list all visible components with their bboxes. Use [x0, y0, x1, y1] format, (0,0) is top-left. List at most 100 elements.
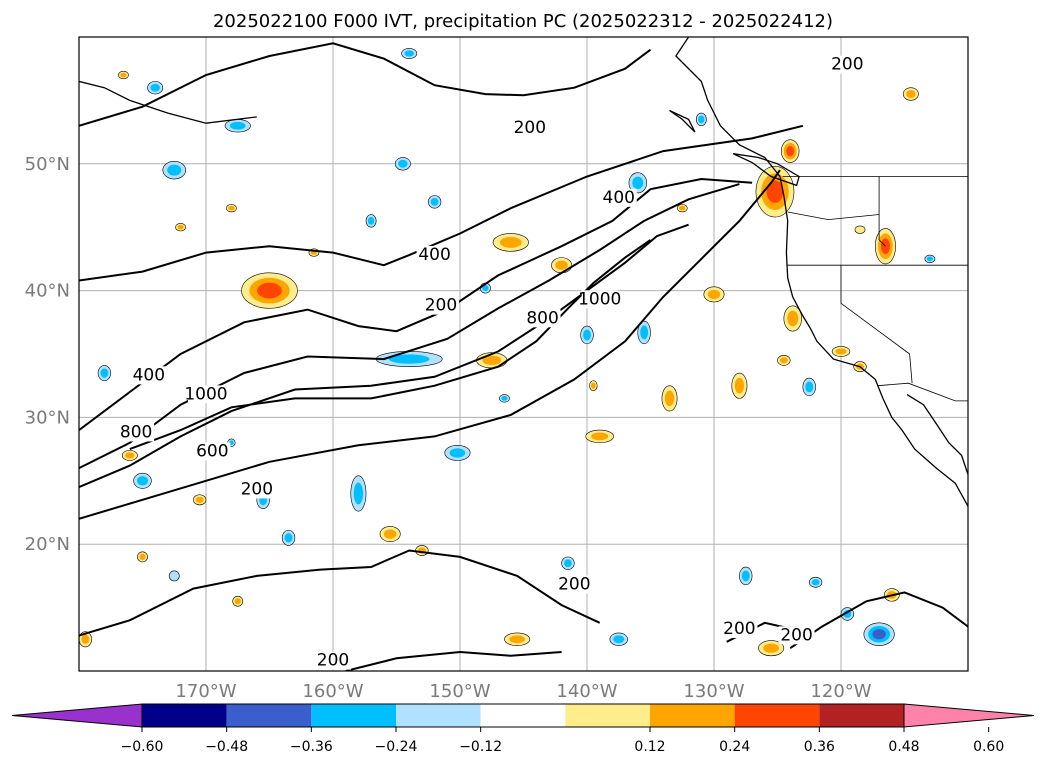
lon-tick-label: 140°W [556, 681, 617, 702]
pc-shading-layer [79, 48, 936, 657]
pc-anomaly-blob [561, 556, 575, 570]
colorbar-swatch [650, 704, 735, 727]
pc-level [698, 115, 705, 124]
pc-anomaly-blob [350, 475, 367, 512]
map-frame [78, 36, 969, 672]
pc-anomaly-blob [147, 81, 164, 95]
map-background [79, 37, 968, 671]
ivt-label-bg [511, 119, 548, 138]
pc-level [398, 159, 408, 168]
pc-anomaly-blob [133, 472, 152, 489]
pc-anomaly-blob [609, 632, 628, 646]
pc-anomaly-blob [676, 204, 688, 213]
map-area: 200 200 400 400 200 800 1000 400 1000 800 600 200 20… [79, 37, 968, 671]
ivt-contour-label: 1000 [578, 289, 621, 309]
pc-level [100, 368, 109, 378]
pc-level [195, 496, 204, 503]
ivt-label-bg [130, 366, 167, 385]
pc-level [555, 260, 568, 270]
pc-level [137, 476, 148, 486]
pc-level [229, 121, 246, 130]
pc-anomaly-blob [831, 346, 851, 357]
latitude-tick-labels: 20°N 30°N 40°N 50°N [25, 154, 70, 555]
pc-level [734, 377, 745, 394]
state-border [878, 176, 886, 247]
colorbar-tick-label: 0.24 [719, 739, 750, 755]
pc-level [591, 382, 596, 389]
ivt-contour [129, 239, 652, 451]
pc-anomaly-blob [808, 576, 823, 588]
pc-level [150, 83, 160, 92]
ivt-contour-label: 1000 [184, 384, 227, 404]
state-border [909, 353, 913, 384]
ivt-contour [345, 650, 562, 671]
pc-level [632, 176, 644, 190]
pc-anomaly-blob [551, 257, 573, 274]
pc-level [139, 553, 146, 561]
pc-level [679, 205, 686, 211]
pc-level [430, 197, 439, 206]
lat-tick-label: 40°N [25, 281, 70, 302]
ivt-contour-labels: 200 200 400 400 200 800 1000 400 1000 800 600 200 20… [118, 55, 866, 671]
lat-tick-label: 50°N [25, 154, 70, 175]
colorbar-tick-label: 0.36 [804, 739, 835, 755]
pc-anomaly-blob [703, 286, 725, 303]
ivt-contour [79, 177, 753, 431]
pc-anomaly-blob [224, 119, 251, 133]
pc-anomaly-blob [175, 223, 186, 232]
pc-level [707, 289, 721, 300]
pc-anomaly-blob [758, 640, 785, 657]
state-border [877, 382, 968, 402]
colorbar-extend-high [903, 703, 1035, 728]
ivt-contour [79, 169, 781, 520]
pc-anomaly-blob [589, 380, 598, 392]
state-border [787, 211, 880, 221]
pc-level [613, 635, 625, 644]
pc-anomaly-blob [241, 272, 298, 309]
lon-tick-label: 150°W [429, 681, 490, 702]
lon-tick-label: 160°W [302, 681, 363, 702]
chart-title: 2025022100 F000 IVT, precipitation PC (2… [213, 11, 833, 32]
pc-anomaly-blob [661, 385, 678, 412]
ivt-contour [789, 591, 968, 650]
pc-anomaly-blob [192, 494, 207, 506]
coastline [906, 394, 968, 475]
pc-anomaly-blob [628, 172, 647, 194]
pc-anomaly-blob [379, 526, 401, 542]
colorbar-swatch [311, 704, 396, 727]
pc-anomaly-blob [731, 372, 748, 399]
pc-level [257, 282, 282, 299]
pc-level [786, 146, 795, 157]
longitude-tick-labels: 170°W 160°W 150°W 140°W 130°W 120°W [175, 681, 871, 702]
pc-level [926, 256, 934, 262]
pc-level [787, 310, 799, 327]
pc-anomaly-blob [585, 429, 614, 444]
pc-level [383, 529, 397, 539]
pc-level [564, 559, 572, 568]
pc-level [234, 598, 241, 605]
colorbar-tick-label: −0.12 [459, 739, 502, 755]
pc-level [872, 629, 886, 640]
ivt-contour [79, 42, 652, 127]
pc-level [120, 72, 127, 78]
pc-level [482, 355, 502, 366]
pc-anomaly-blob [695, 112, 707, 127]
pc-anomaly-blob [444, 444, 471, 461]
colorbar-swatch [396, 704, 481, 727]
ivt-contour-label: 400 [603, 188, 635, 208]
pc-anomaly-blob [226, 204, 237, 213]
pc-level [388, 354, 430, 364]
coastline [732, 153, 800, 187]
colorbar-extend-low [11, 703, 143, 728]
pc-level [906, 90, 916, 98]
lat-tick-label: 20°N [25, 534, 70, 555]
pc-anomaly-blob [401, 48, 418, 59]
pc-anomaly-blob [232, 595, 244, 607]
pc-level [766, 180, 784, 203]
pc-anomaly-blob [777, 354, 791, 366]
pc-anomaly-blob [902, 87, 919, 101]
pc-level [591, 432, 609, 441]
pc-level [449, 448, 466, 458]
pc-anomaly-blob [365, 214, 377, 228]
